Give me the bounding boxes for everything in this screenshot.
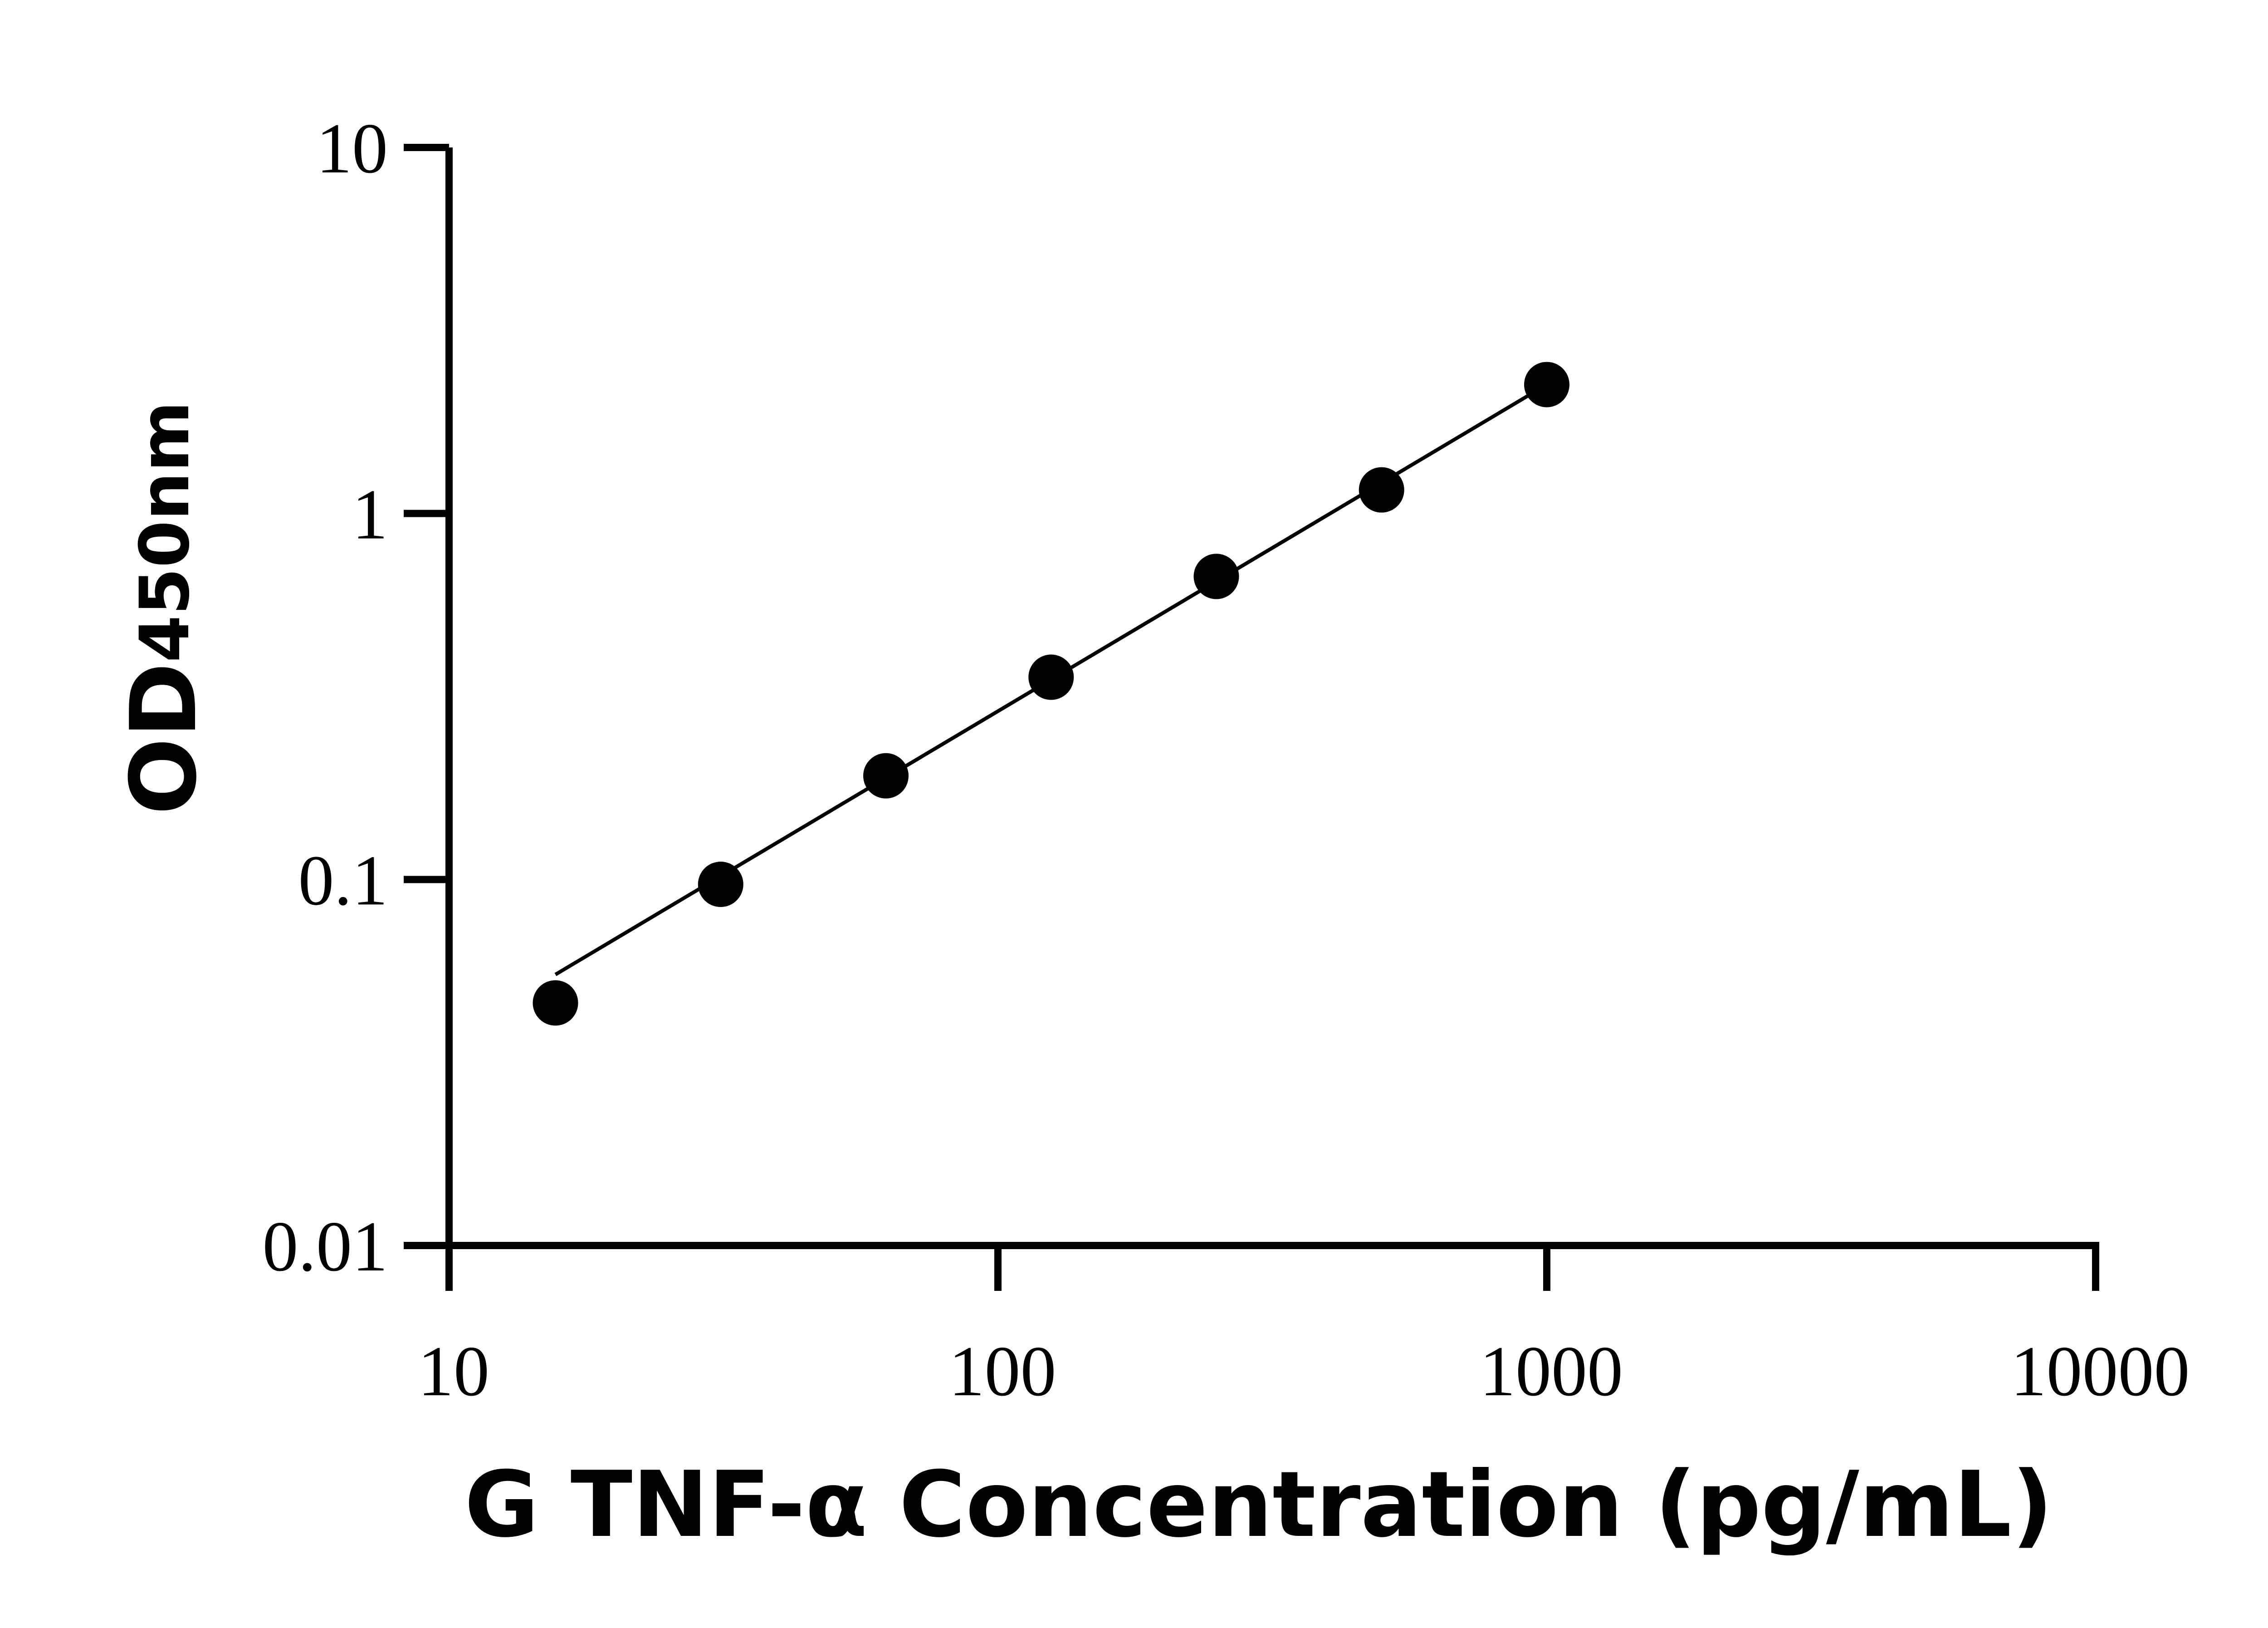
y-tick-label: 0.1	[298, 841, 388, 920]
data-point	[1359, 467, 1404, 513]
y-axis-title: OD450nm	[111, 401, 217, 815]
data-points-group	[533, 362, 1569, 1026]
y-axis-title-subscript: 450nm	[126, 401, 205, 662]
x-tick-label: 10000	[2011, 1332, 2190, 1411]
x-tick-labels-group: 10 100 1000 10000	[418, 1332, 2190, 1411]
data-point	[1193, 554, 1239, 599]
data-point	[533, 980, 578, 1026]
y-tick-label: 1	[352, 475, 388, 554]
data-point	[1028, 654, 1074, 700]
axes	[404, 144, 2099, 1291]
x-tick-label: 100	[949, 1332, 1056, 1411]
x-tick-label: 10	[418, 1332, 489, 1411]
data-point	[1524, 362, 1569, 407]
y-tick-labels-group: 0.01 0.1 1 10	[263, 109, 388, 1286]
data-point	[863, 753, 909, 799]
y-tick-label: 10	[316, 109, 388, 188]
data-point	[698, 862, 743, 907]
y-tick-label: 0.01	[263, 1207, 388, 1286]
x-axis-title: G TNF-α Concentration (pg/mL)	[464, 1452, 2053, 1558]
y-axis-title-main: OD	[111, 662, 217, 815]
x-tick-label: 1000	[1480, 1332, 1623, 1411]
